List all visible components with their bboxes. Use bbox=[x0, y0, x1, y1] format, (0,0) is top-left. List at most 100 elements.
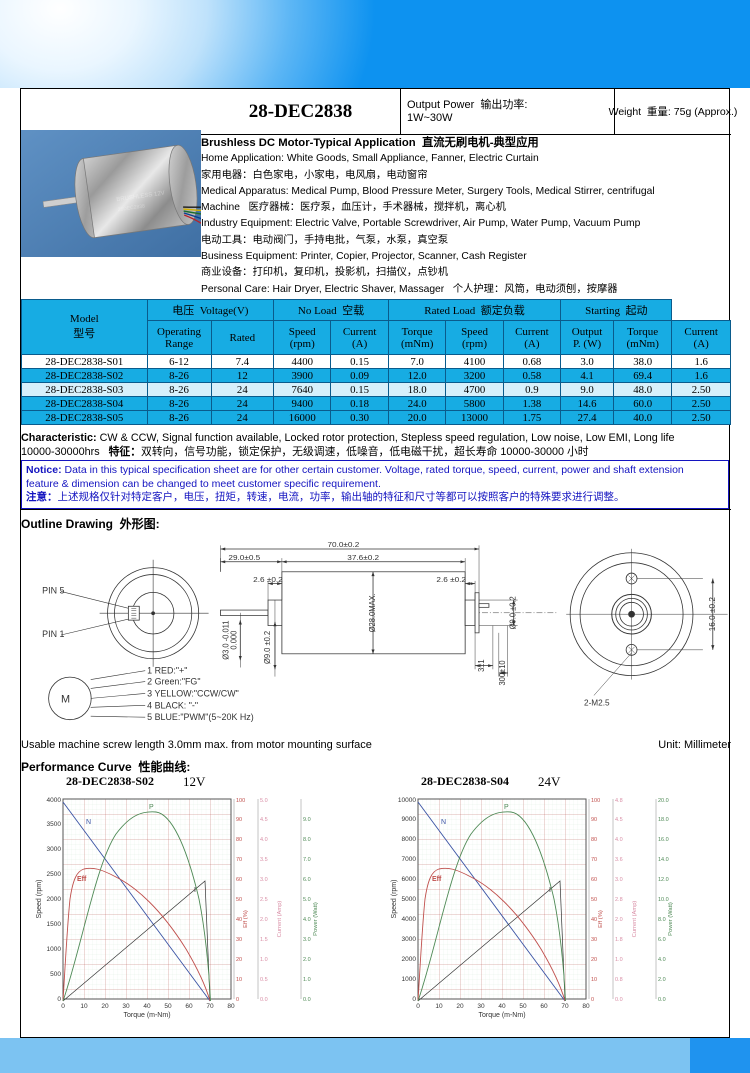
svg-text:9000: 9000 bbox=[402, 816, 417, 823]
svg-text:1500: 1500 bbox=[47, 921, 62, 928]
svg-text:16.0 ±0.2: 16.0 ±0.2 bbox=[708, 597, 717, 632]
svg-text:1000: 1000 bbox=[47, 946, 62, 953]
svg-text:2000: 2000 bbox=[402, 956, 417, 963]
svg-text:PIN 1: PIN 1 bbox=[42, 629, 64, 639]
svg-text:80: 80 bbox=[236, 837, 242, 843]
svg-text:M: M bbox=[61, 693, 70, 705]
svg-text:3.5: 3.5 bbox=[260, 857, 268, 863]
svg-text:4 BLACK: "-": 4 BLACK: "-" bbox=[147, 700, 198, 710]
svg-text:0.5: 0.5 bbox=[260, 977, 268, 983]
svg-text:1.0: 1.0 bbox=[260, 957, 268, 963]
svg-text:1 RED:"+": 1 RED:"+" bbox=[147, 666, 187, 676]
svg-text:100: 100 bbox=[236, 798, 245, 804]
svg-text:50: 50 bbox=[164, 1003, 172, 1010]
svg-text:0.0: 0.0 bbox=[303, 997, 311, 1003]
svg-text:40: 40 bbox=[498, 1003, 506, 1010]
svg-text:PIN 5: PIN 5 bbox=[42, 585, 64, 595]
svg-text:7000: 7000 bbox=[402, 856, 417, 863]
svg-text:70.0±0.2: 70.0±0.2 bbox=[327, 540, 359, 549]
svg-text:14.0: 14.0 bbox=[658, 857, 669, 863]
svg-text:20.0: 20.0 bbox=[658, 798, 669, 804]
svg-text:30: 30 bbox=[236, 937, 242, 943]
svg-text:2.8: 2.8 bbox=[615, 897, 623, 903]
svg-text:2 Green:"FG": 2 Green:"FG" bbox=[147, 677, 200, 687]
svg-text:20: 20 bbox=[101, 1003, 109, 1010]
svg-text:90: 90 bbox=[236, 817, 242, 823]
svg-text:500: 500 bbox=[50, 971, 61, 978]
svg-text:40: 40 bbox=[591, 917, 597, 923]
svg-text:8000: 8000 bbox=[402, 836, 417, 843]
svg-text:80: 80 bbox=[591, 837, 597, 843]
svg-text:18.0: 18.0 bbox=[658, 817, 669, 823]
svg-text:0.0: 0.0 bbox=[260, 997, 268, 1003]
svg-text:70: 70 bbox=[561, 1003, 569, 1010]
svg-text:3000: 3000 bbox=[47, 846, 62, 853]
svg-text:1.0: 1.0 bbox=[303, 977, 311, 983]
svg-text:Eff: Eff bbox=[77, 876, 87, 883]
svg-text:4.0: 4.0 bbox=[658, 957, 666, 963]
svg-text:3.0: 3.0 bbox=[260, 877, 268, 883]
svg-text:0: 0 bbox=[61, 1003, 65, 1010]
svg-text:0.0: 0.0 bbox=[615, 997, 623, 1003]
svg-text:20: 20 bbox=[591, 957, 597, 963]
svg-text:60: 60 bbox=[236, 877, 242, 883]
svg-text:3±1: 3±1 bbox=[477, 659, 486, 672]
svg-text:4000: 4000 bbox=[402, 916, 417, 923]
svg-text:5.0: 5.0 bbox=[260, 798, 268, 804]
svg-text:P: P bbox=[504, 804, 509, 811]
svg-text:2.6 ±0.2: 2.6 ±0.2 bbox=[436, 575, 466, 584]
svg-text:0.0: 0.0 bbox=[658, 997, 666, 1003]
svg-text:10: 10 bbox=[80, 1003, 88, 1010]
svg-text:Ø9.0 ±0.2: Ø9.0 ±0.2 bbox=[508, 596, 517, 629]
svg-text:50: 50 bbox=[519, 1003, 527, 1010]
svg-text:Torque (m-Nm): Torque (m-Nm) bbox=[478, 1012, 525, 1019]
svg-text:9.0: 9.0 bbox=[303, 817, 311, 823]
svg-text:3.0: 3.0 bbox=[615, 877, 623, 883]
svg-text:0: 0 bbox=[412, 996, 416, 1003]
svg-text:2500: 2500 bbox=[47, 871, 62, 878]
svg-text:Ø28.0MAX.: Ø28.0MAX. bbox=[368, 593, 377, 632]
svg-text:50: 50 bbox=[591, 897, 597, 903]
svg-text:40: 40 bbox=[236, 917, 242, 923]
svg-text:10.0: 10.0 bbox=[658, 897, 669, 903]
svg-text:2000: 2000 bbox=[47, 896, 62, 903]
svg-text:80: 80 bbox=[227, 1003, 235, 1010]
svg-text:4.0: 4.0 bbox=[615, 837, 623, 843]
svg-text:1000: 1000 bbox=[402, 976, 417, 983]
svg-text:20: 20 bbox=[236, 957, 242, 963]
svg-text:4.5: 4.5 bbox=[260, 817, 268, 823]
svg-text:0: 0 bbox=[416, 1003, 420, 1010]
svg-text:80: 80 bbox=[582, 1003, 590, 1010]
svg-text:Ø3.0 -0.011: Ø3.0 -0.011 bbox=[221, 621, 230, 660]
svg-text:1.8: 1.8 bbox=[615, 937, 623, 943]
svg-text:N: N bbox=[441, 819, 446, 826]
svg-text:Current (Amp): Current (Amp) bbox=[277, 901, 283, 938]
svg-text:10000: 10000 bbox=[398, 797, 416, 804]
svg-text:70: 70 bbox=[591, 857, 597, 863]
svg-text:16.0: 16.0 bbox=[658, 837, 669, 843]
svg-text:Torque (m-Nm): Torque (m-Nm) bbox=[123, 1012, 170, 1019]
svg-text:1.5: 1.5 bbox=[260, 937, 268, 943]
svg-text:Power (Watt): Power (Watt) bbox=[313, 902, 319, 936]
svg-text:100: 100 bbox=[591, 798, 600, 804]
svg-text:3 YELLOW:"CCW/CW": 3 YELLOW:"CCW/CW" bbox=[147, 688, 239, 698]
svg-text:60: 60 bbox=[540, 1003, 548, 1010]
svg-text:12.0: 12.0 bbox=[658, 877, 669, 883]
svg-text:300±10: 300±10 bbox=[497, 660, 506, 686]
svg-text:Ø9.0 ±0.2: Ø9.0 ±0.2 bbox=[263, 631, 272, 664]
svg-text:0: 0 bbox=[57, 996, 61, 1003]
svg-text:50: 50 bbox=[236, 897, 242, 903]
svg-text:8.0: 8.0 bbox=[303, 837, 311, 843]
svg-text:Speed (rpm): Speed (rpm) bbox=[391, 880, 398, 919]
svg-text:Eff: Eff bbox=[432, 876, 442, 883]
svg-text:2.0: 2.0 bbox=[260, 917, 268, 923]
svg-text:10: 10 bbox=[591, 977, 597, 983]
svg-text:2.0: 2.0 bbox=[615, 917, 623, 923]
svg-text:2.5: 2.5 bbox=[260, 897, 268, 903]
svg-text:0.8: 0.8 bbox=[615, 977, 623, 983]
svg-text:4.0: 4.0 bbox=[303, 917, 311, 923]
svg-text:3000: 3000 bbox=[402, 936, 417, 943]
svg-text:5 BLUE:"PWM"(5~20K Hz): 5 BLUE:"PWM"(5~20K Hz) bbox=[147, 712, 254, 722]
svg-text:2.0: 2.0 bbox=[303, 957, 311, 963]
svg-text:70: 70 bbox=[236, 857, 242, 863]
